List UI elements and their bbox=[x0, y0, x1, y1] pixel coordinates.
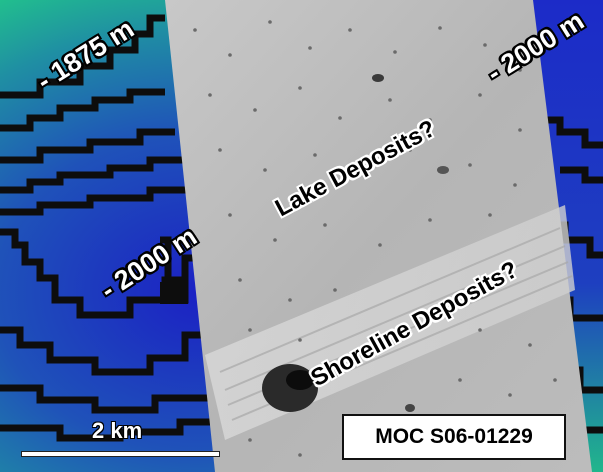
scale-bar-label: 2 km bbox=[92, 418, 143, 443]
crater bbox=[372, 74, 384, 82]
crater bbox=[437, 166, 449, 174]
image-id-text: MOC S06-01229 bbox=[375, 425, 533, 448]
crater bbox=[405, 404, 415, 412]
image-id-label: MOC S06-01229 bbox=[342, 414, 566, 460]
surface-pits bbox=[193, 20, 557, 457]
contour-lines bbox=[0, 14, 603, 442]
contour-block bbox=[160, 282, 188, 304]
scale-bar bbox=[22, 452, 219, 456]
